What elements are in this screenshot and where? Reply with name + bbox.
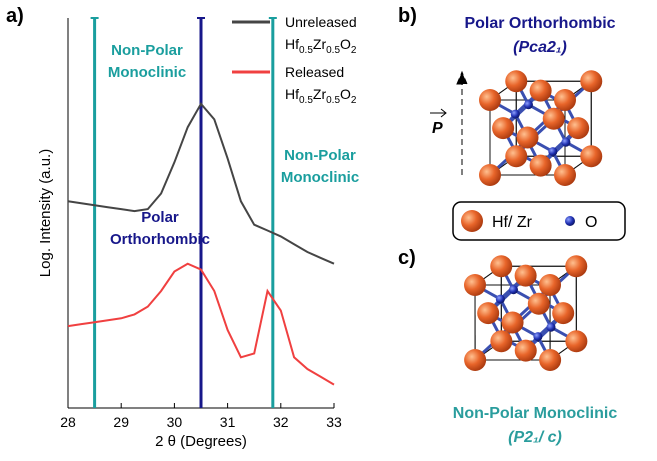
reference-label: Orthorhombic (110, 231, 210, 248)
hf-atom (530, 80, 552, 102)
o-atom (561, 138, 570, 147)
hf-atom (565, 330, 587, 352)
legend-text: O (585, 214, 597, 231)
hf-atom (539, 274, 561, 296)
hf-atom (580, 70, 602, 92)
hf-atom (565, 255, 587, 277)
hf-atom (515, 340, 537, 362)
hf-atom-icon (461, 210, 483, 232)
hf-atom (552, 302, 574, 324)
hf-atom (517, 127, 539, 149)
hf-atom (479, 164, 501, 186)
o-atom (548, 147, 557, 156)
hf-atom (492, 117, 514, 139)
space-group: (P2₁/ c) (508, 429, 562, 446)
o-atom-icon (565, 216, 575, 226)
structure-title: Non-Polar Monoclinic (453, 405, 618, 422)
hf-atom (580, 145, 602, 167)
figure: a) Log. Intensity (a.u.) 2 θ (Degrees) 2… (0, 0, 657, 456)
o-atom (509, 285, 518, 294)
hf-atom (490, 255, 512, 277)
x-tick-label: 30 (167, 414, 183, 430)
x-tick-label: 29 (113, 414, 129, 430)
hf-atom (543, 108, 565, 130)
x-tick-label: 32 (273, 414, 289, 430)
page: a) Log. Intensity (a.u.) 2 θ (Degrees) 2… (0, 0, 657, 461)
panel-label: b) (398, 5, 417, 27)
hf-atom (490, 330, 512, 352)
o-atom (511, 110, 520, 119)
reference-label: Monoclinic (108, 64, 186, 81)
hf-atom (479, 89, 501, 111)
hf-atom (505, 70, 527, 92)
hf-atom (505, 145, 527, 167)
o-atom (496, 295, 505, 304)
reference-label: Polar (141, 209, 179, 226)
space-group: (Pca2₁) (513, 39, 567, 56)
structure-title: Polar Orthorhombic (464, 15, 615, 32)
hf-atom (530, 155, 552, 177)
hf-atom (464, 274, 486, 296)
hf-atom (567, 117, 589, 139)
reference-label: Non-Polar (284, 147, 356, 164)
panel-label: a) (6, 5, 24, 27)
vector-arrow (430, 109, 446, 117)
panel-label: c) (398, 247, 416, 269)
hf-atom (515, 265, 537, 287)
o-atom (547, 323, 556, 332)
polarization-label: P (432, 120, 443, 137)
hf-atom (554, 89, 576, 111)
crystal-c (464, 255, 587, 371)
hf-atom (539, 349, 561, 371)
hf-atom (528, 293, 550, 315)
x-tick-label: 31 (220, 414, 236, 430)
reference-label: Monoclinic (281, 169, 359, 186)
legend-text: Hf/ Zr (492, 214, 533, 231)
crystal-b (479, 70, 602, 186)
x-axis-label: 2 θ (Degrees) (155, 433, 247, 450)
hf-atom (502, 312, 524, 334)
hf-atom (554, 164, 576, 186)
hf-atom (477, 302, 499, 324)
hf-atom (464, 349, 486, 371)
o-atom (533, 332, 542, 341)
plot: 28 29 30 31 32 33 Non-Polar Monoclinic Polar Orth… (60, 14, 359, 430)
polarization-arrow (457, 72, 467, 175)
x-tick-label: 28 (60, 414, 76, 430)
y-axis-label: Log. Intensity (a.u.) (37, 149, 54, 277)
x-tick-label: 33 (326, 414, 342, 430)
o-atom (524, 100, 533, 109)
reference-label: Non-Polar (111, 42, 183, 59)
